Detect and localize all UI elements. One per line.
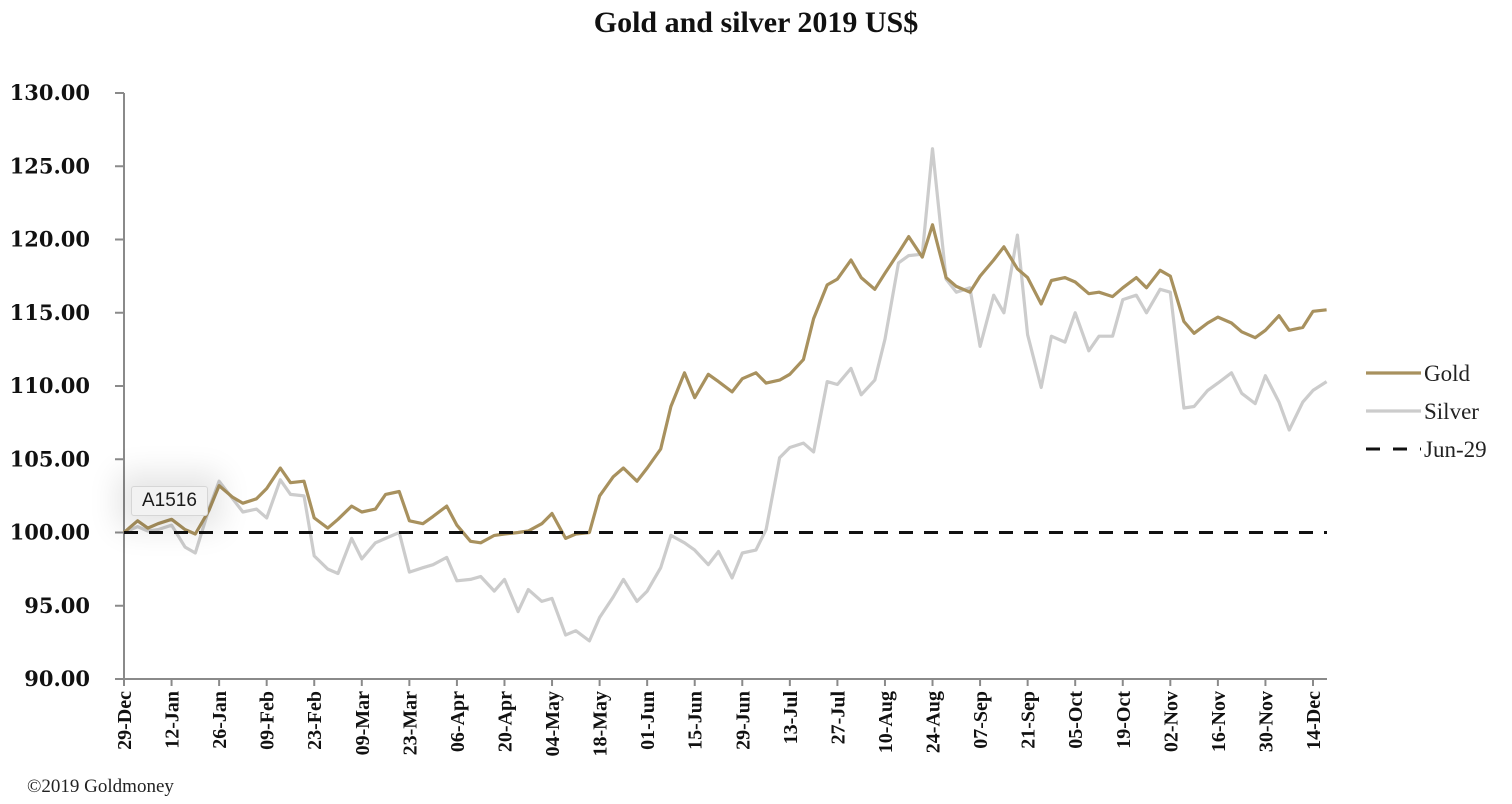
x-tick-label: 18-May <box>590 691 612 757</box>
x-tick-label: 09-Feb <box>257 691 279 750</box>
x-axis: 29-Dec 12-Jan 26-Jan 09-Feb 23-Feb 09-Mar 23-M… <box>114 678 1327 757</box>
x-tick-label: 15-Jun <box>685 691 707 750</box>
x-tick-label: 02-Nov <box>1160 691 1182 752</box>
copyright-notice: ©2019 Goldmoney <box>27 776 174 797</box>
y-tick-label: 110.00 <box>10 373 90 398</box>
x-tick-label: 06-Apr <box>447 691 469 752</box>
chart-title: Gold and silver 2019 US$ <box>593 6 919 39</box>
legend-label: Gold <box>1424 361 1471 386</box>
x-tick-label: 16-Nov <box>1208 691 1230 752</box>
y-tick-label: 95.00 <box>24 593 90 618</box>
x-tick-label: 19-Oct <box>1113 691 1135 749</box>
legend: Gold Silver Jun-29 <box>1366 361 1487 462</box>
x-tick-label: 30-Nov <box>1255 691 1277 752</box>
y-axis: 130.00 125.00 120.00 115.00 110.00 105.00 100.… <box>10 80 125 691</box>
x-tick-label: 23-Mar <box>399 691 421 756</box>
x-tick-label: 14-Dec <box>1303 691 1325 750</box>
y-tick-label: 105.00 <box>10 446 90 471</box>
x-tick-label: 04-May <box>542 691 564 757</box>
series-line-gold <box>122 223 1327 545</box>
legend-label: Jun-29 <box>1424 437 1487 462</box>
x-tick-label: 09-Mar <box>352 691 374 756</box>
series-layer <box>122 147 1328 643</box>
x-tick-label: 12-Jan <box>162 691 184 749</box>
x-tick-label: 29-Dec <box>114 691 136 750</box>
x-tick-label: 10-Aug <box>875 691 897 753</box>
x-tick-label: 05-Oct <box>1065 691 1087 749</box>
x-tick-label: 20-Apr <box>494 691 516 752</box>
x-tick-label: 01-Jun <box>637 691 659 750</box>
y-tick-label: 120.00 <box>10 227 90 252</box>
y-tick-label: 115.00 <box>10 300 90 325</box>
x-tick-label: 21-Sep <box>1018 691 1040 749</box>
y-tick-label: 125.00 <box>10 153 90 178</box>
x-tick-label: 27-Jul <box>827 691 849 745</box>
x-tick-label: 26-Jan <box>209 691 231 749</box>
x-tick-label: 23-Feb <box>304 691 326 750</box>
x-tick-label: 24-Aug <box>923 691 945 753</box>
legend-label: Silver <box>1424 399 1479 424</box>
cell-reference-tooltip: A1516 <box>131 486 208 516</box>
y-tick-label: 100.00 <box>10 520 90 545</box>
x-tick-label: 29-Jun <box>732 691 754 750</box>
y-tick-label: 130.00 <box>10 80 90 105</box>
series-line-silver <box>123 147 1328 643</box>
x-tick-label: 13-Jul <box>780 691 802 745</box>
x-tick-label: 07-Sep <box>970 691 992 749</box>
y-tick-label: 90.00 <box>24 666 90 691</box>
